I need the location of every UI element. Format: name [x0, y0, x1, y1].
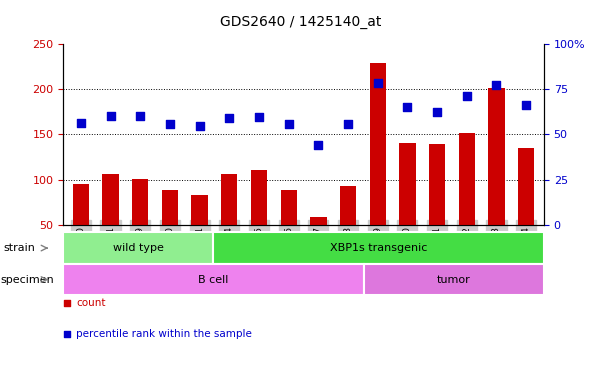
Point [343, 121, 353, 127]
Bar [340, 186, 356, 270]
Point [195, 123, 204, 129]
Point [462, 93, 472, 99]
Text: strain: strain [3, 243, 35, 253]
Text: B cell: B cell [198, 275, 228, 285]
Text: wild type: wild type [113, 243, 163, 253]
Text: specimen: specimen [1, 275, 54, 285]
Point [373, 80, 382, 86]
Point [165, 121, 175, 127]
Bar [429, 144, 445, 270]
Bar [281, 190, 297, 270]
Point [521, 101, 531, 108]
Text: XBP1s transgenic: XBP1s transgenic [330, 243, 427, 253]
Point [63, 300, 72, 306]
Bar [370, 63, 386, 270]
Point [254, 114, 264, 120]
Point [403, 104, 412, 111]
Text: tumor: tumor [437, 275, 471, 285]
Point [63, 331, 72, 337]
Bar [73, 184, 89, 270]
Bar [102, 174, 119, 270]
Bar [192, 195, 208, 270]
Point [76, 119, 86, 126]
Bar [488, 88, 505, 270]
Text: count: count [76, 298, 106, 308]
Bar [251, 170, 267, 270]
Point [284, 121, 293, 127]
Bar [399, 142, 415, 270]
Bar [132, 179, 148, 270]
Point [225, 115, 234, 121]
Text: GDS2640 / 1425140_at: GDS2640 / 1425140_at [220, 15, 381, 29]
Bar [518, 148, 534, 270]
Point [314, 142, 323, 148]
Bar [459, 132, 475, 270]
Bar [221, 174, 237, 270]
Bar [310, 217, 326, 270]
Point [135, 113, 145, 119]
Point [432, 109, 442, 115]
Bar [162, 190, 178, 270]
Text: percentile rank within the sample: percentile rank within the sample [76, 329, 252, 339]
Point [106, 113, 115, 119]
Point [492, 82, 501, 88]
